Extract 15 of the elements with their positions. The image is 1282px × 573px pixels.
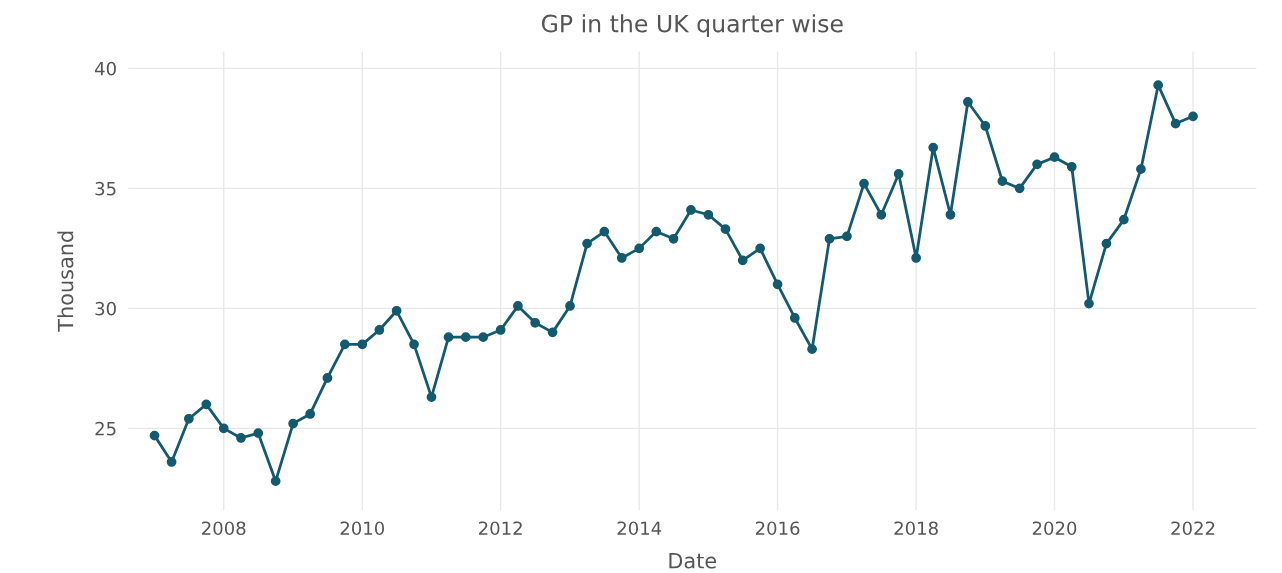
x-tick-label: 2010 bbox=[340, 521, 385, 536]
x-tick-label: 2020 bbox=[1032, 521, 1077, 536]
x-tick-label: 2008 bbox=[202, 521, 246, 536]
x-tick-label: 2012 bbox=[479, 521, 522, 536]
y-axis-title: Thousand bbox=[57, 231, 74, 332]
x-tick-label: 2016 bbox=[755, 521, 800, 536]
y-tick-label: 30 bbox=[95, 301, 116, 316]
chart-title: GP in the UK quarter wise bbox=[541, 14, 843, 38]
y-tick-label: 35 bbox=[95, 181, 116, 196]
x-tick-label: 2018 bbox=[894, 521, 938, 536]
x-tick-label: 2014 bbox=[617, 521, 662, 536]
y-tick-label: 40 bbox=[95, 61, 116, 76]
x-axis-title: Date bbox=[669, 553, 717, 569]
y-tick-label: 25 bbox=[95, 421, 116, 436]
x-tick-label: 2022 bbox=[1171, 521, 1215, 536]
